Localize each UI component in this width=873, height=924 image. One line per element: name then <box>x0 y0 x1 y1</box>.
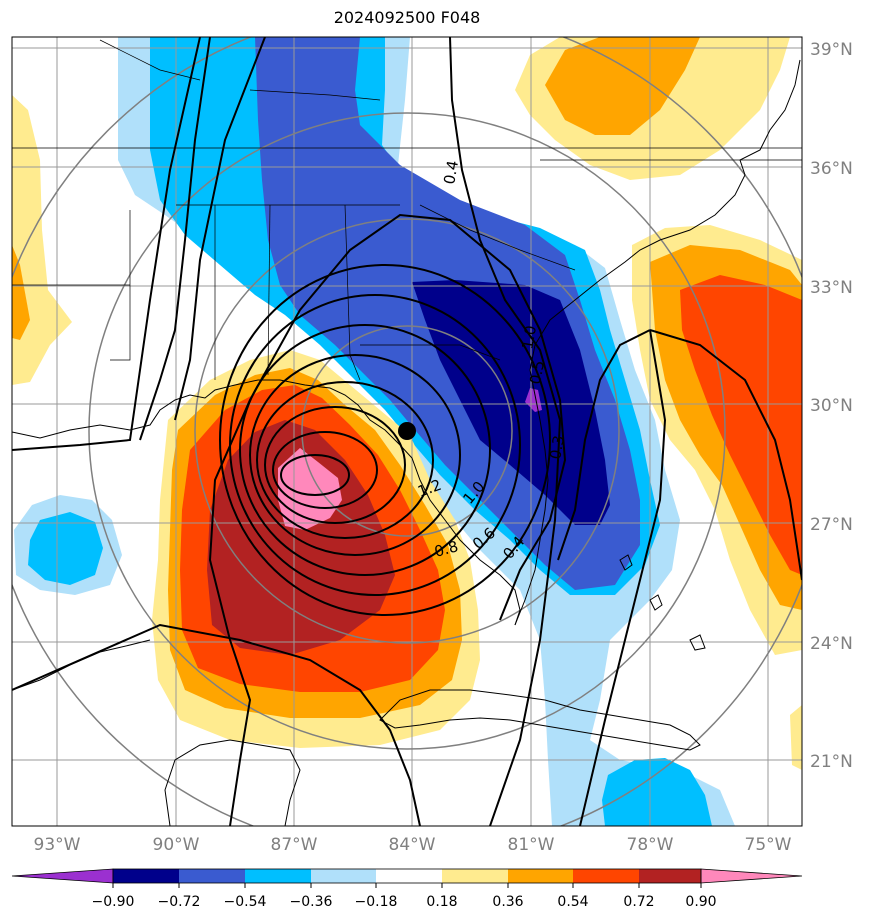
lon-label: 75°W <box>745 835 792 855</box>
atl-pos-054 <box>680 275 802 575</box>
west-blob-036 <box>28 512 103 585</box>
range-rings <box>12 37 802 826</box>
colorbar-tick-label: 0.72 <box>623 894 654 910</box>
contour-label: 0.3 <box>546 434 568 461</box>
se-blob-018 <box>790 705 802 770</box>
map-frame <box>11 36 803 827</box>
positive-anomaly-northeast <box>515 37 790 180</box>
colorbar-bin <box>245 869 311 883</box>
colorbar-tick-label: −0.54 <box>224 894 267 910</box>
lon-label: 87°W <box>271 835 318 855</box>
state-boundaries <box>12 39 802 381</box>
lon-label: 90°W <box>153 835 200 855</box>
lat-label: 21°N <box>810 752 853 772</box>
colorbar-outline <box>112 868 702 884</box>
colorbar-bin <box>179 869 245 883</box>
coastlines <box>12 59 801 826</box>
colorbar: −0.90 −0.72 −0.54 −0.36 −0.18 0.18 0.36 … <box>11 868 803 910</box>
contour-label: 0.8 <box>432 537 460 561</box>
lat-label: 36°N <box>810 159 853 179</box>
colorbar-bin <box>639 869 701 883</box>
colorbar-tick-label: −0.36 <box>290 894 333 910</box>
colorbar-tick-label: 0.36 <box>492 894 523 910</box>
lon-label: 93°W <box>34 835 81 855</box>
colorbar-bin <box>573 869 639 883</box>
lat-label: 24°N <box>810 634 853 654</box>
lat-label: 27°N <box>810 515 853 535</box>
w-pos-036 <box>12 245 30 340</box>
colorbar-tick-labels: −0.90 −0.72 −0.54 −0.36 −0.18 0.18 0.36 … <box>92 894 717 910</box>
positive-anomaly-atlantic <box>632 225 802 655</box>
colorbar-tick-label: 0.18 <box>426 894 457 910</box>
colorbar-bin <box>376 869 442 883</box>
colorbar-extend-high <box>700 868 803 884</box>
colorbar-bin <box>508 869 573 883</box>
contour-lines <box>12 37 802 826</box>
colorbar-tick-label: −0.18 <box>355 894 398 910</box>
contour-label: 0.4 <box>440 159 462 186</box>
lat-label: 30°N <box>810 396 853 416</box>
colorbar-extend-low <box>11 868 114 884</box>
lon-label: 81°W <box>508 835 555 855</box>
contour-label: 1.0 <box>518 324 540 351</box>
map-panel: 0.4 1.2 1.0 0.8 0.6 0.4 0.3 0.5 1.0 <box>12 37 802 826</box>
colorbar-ticks <box>112 883 702 888</box>
colorbar-tick-label: −0.90 <box>92 894 135 910</box>
map-title: 2024092500 F048 <box>333 8 481 27</box>
south-blob-036 <box>602 758 712 826</box>
lat-label: 33°N <box>810 278 853 298</box>
latitude-labels: 39°N 36°N 33°N 30°N 27°N 24°N 21°N <box>810 40 853 772</box>
storm-center-marker <box>398 422 416 440</box>
colorbar-bin <box>311 869 376 883</box>
contour-fill-neg-090 <box>525 388 542 412</box>
ne-pos-036 <box>545 37 700 135</box>
colorbar-bin <box>442 869 508 883</box>
lon-label: 84°W <box>389 835 436 855</box>
lon-label: 78°W <box>627 835 674 855</box>
colorbar-bin <box>113 869 179 883</box>
colorbar-tick-label: −0.72 <box>158 894 201 910</box>
colorbar-tick-label: 0.90 <box>685 894 716 910</box>
colorbar-tick-label: 0.54 <box>557 894 588 910</box>
contour-label: 0.5 <box>526 359 548 386</box>
longitude-labels: 93°W 90°W 87°W 84°W 81°W 78°W 75°W <box>34 835 792 855</box>
lat-label: 39°N <box>810 40 853 60</box>
